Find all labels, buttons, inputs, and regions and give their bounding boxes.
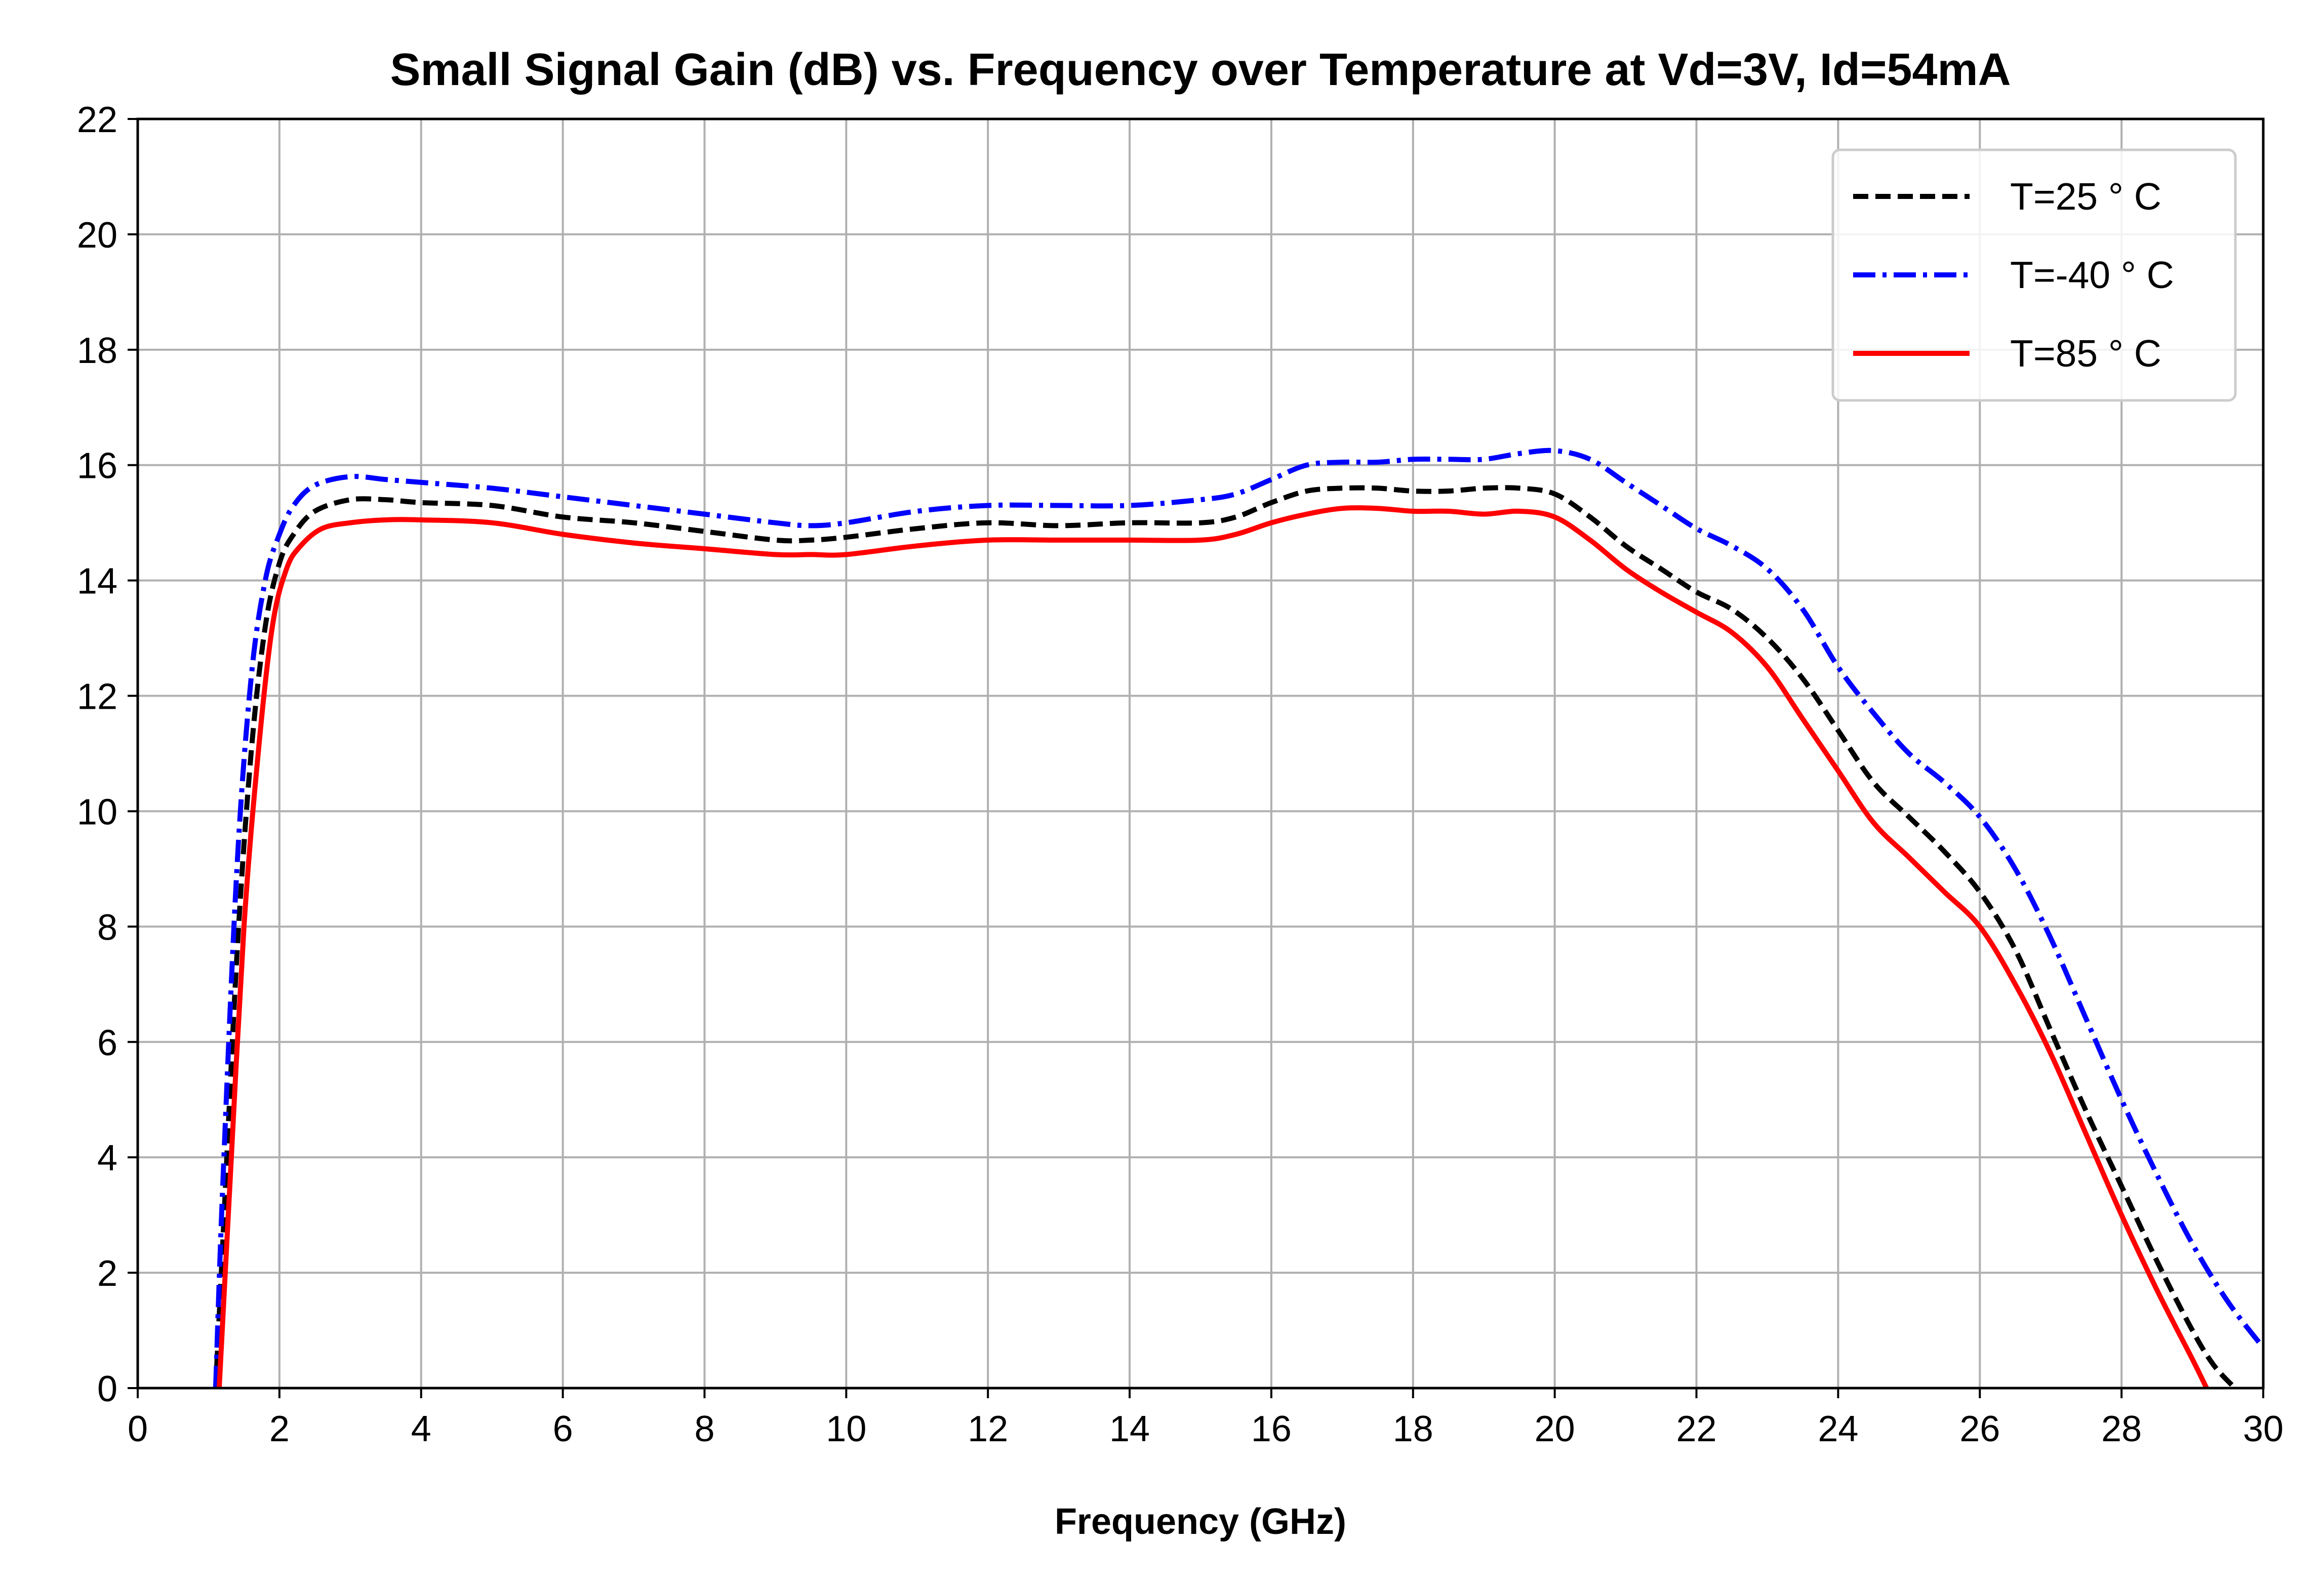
- series-line-3: [216, 505, 2209, 1390]
- x-tick-label: 0: [128, 1409, 148, 1449]
- y-tick-label: 18: [77, 331, 117, 371]
- x-tick-label: 28: [2101, 1409, 2142, 1449]
- x-tick-label: 10: [826, 1409, 866, 1449]
- legend-box: [1831, 148, 2237, 402]
- y-tick-label: 12: [77, 677, 117, 717]
- plot-area: [213, 448, 2265, 1390]
- axes-frame: [136, 117, 2265, 1390]
- x-tick-label: 6: [553, 1409, 573, 1449]
- y-tick-label: 14: [77, 561, 117, 602]
- legend-label-3: T=85 ° C: [2010, 332, 2161, 375]
- x-tick-label: 8: [694, 1409, 714, 1449]
- chart-title: Small Signal Gain (dB) vs. Frequency ove…: [390, 45, 2011, 95]
- y-tick-label: 8: [97, 907, 117, 948]
- x-axis-label: Frequency (GHz): [1055, 1501, 1346, 1542]
- y-tick-label: 4: [97, 1138, 117, 1179]
- x-tick-label: 30: [2243, 1409, 2283, 1449]
- x-tick-label: 12: [968, 1409, 1008, 1449]
- x-tick-label: 20: [1535, 1409, 1575, 1449]
- x-tick-label: 4: [411, 1409, 431, 1449]
- x-tick-label: 18: [1393, 1409, 1433, 1449]
- x-tick-label: 14: [1109, 1409, 1150, 1449]
- series-line-2: [213, 448, 2265, 1389]
- x-tick-label: 22: [1676, 1409, 1716, 1449]
- axis-ticks: 0 2 4 6 8 10 12 14 16 18 20 22 24 26 28 300246810121416…: [77, 100, 2283, 1449]
- y-tick-label: 2: [97, 1253, 117, 1294]
- x-tick-label: 26: [1959, 1409, 2000, 1449]
- legend: T=25 ° C T=-40 ° C T=85 ° C: [1831, 148, 2237, 402]
- y-tick-label: 22: [77, 100, 117, 140]
- y-tick-label: 10: [77, 792, 117, 832]
- y-tick-label: 0: [97, 1369, 117, 1409]
- series-line-1: [213, 485, 2237, 1390]
- legend-label-2: T=-40 ° C: [2010, 254, 2174, 296]
- x-tick-label: 16: [1251, 1409, 1292, 1449]
- x-tick-label: 24: [1818, 1409, 1858, 1449]
- y-tick-label: 20: [77, 215, 117, 256]
- legend-label-1: T=25 ° C: [2010, 175, 2161, 218]
- y-tick-label: 6: [97, 1023, 117, 1063]
- x-tick-label: 2: [269, 1409, 290, 1449]
- y-tick-label: 16: [77, 446, 117, 486]
